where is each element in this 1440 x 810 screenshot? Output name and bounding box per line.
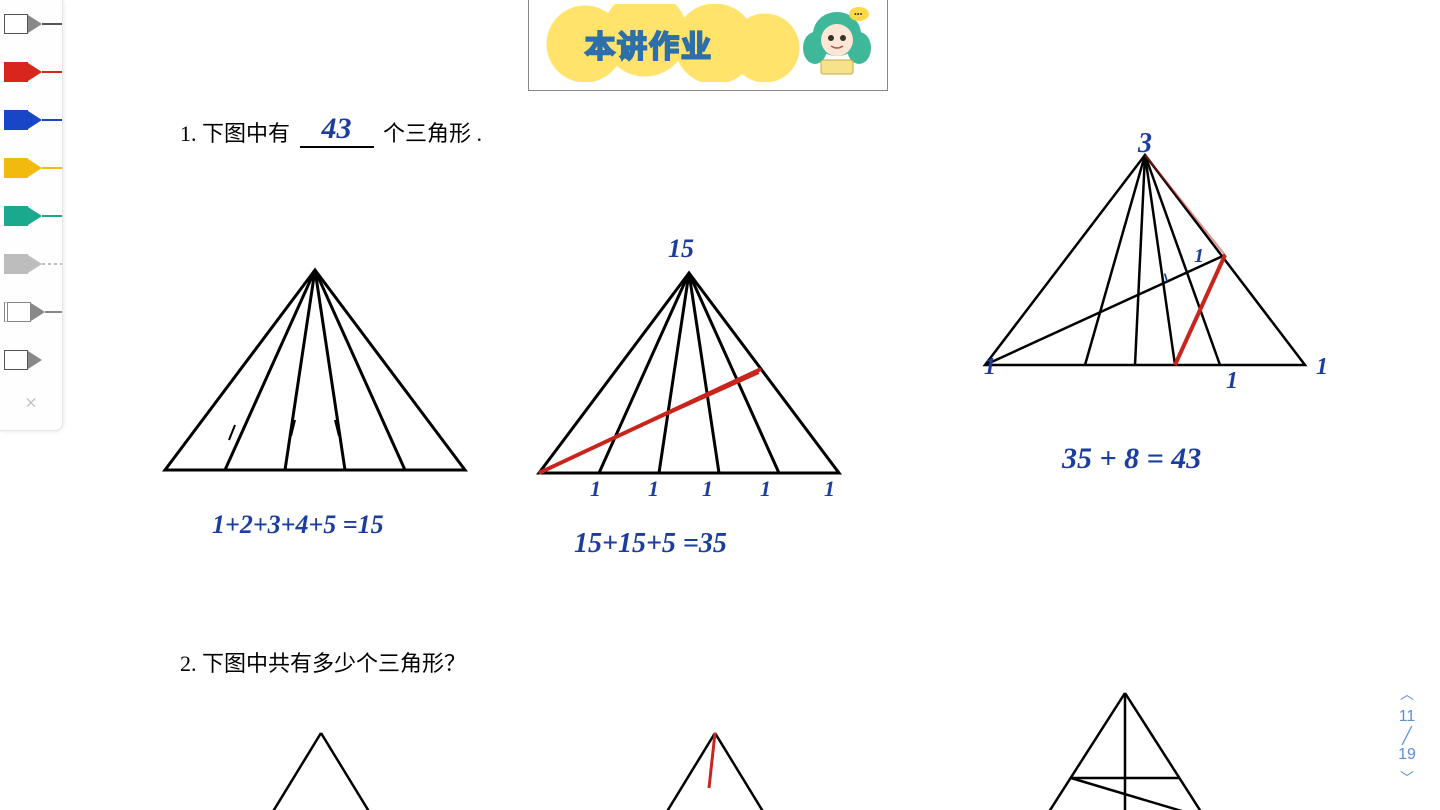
pen-toolbar: × — [0, 0, 63, 431]
pencil-red[interactable] — [0, 48, 62, 96]
page-navigator: ︿ 11 ╱ 19 ﹀ — [1396, 680, 1418, 792]
t2-calculation: 15+15+5 =35 — [574, 528, 727, 560]
t2-top-label: 15 — [668, 234, 694, 264]
page-sep: ╱ — [1396, 726, 1418, 746]
t2-mark-1: 1 — [590, 476, 601, 502]
pencil-outline[interactable] — [0, 336, 62, 384]
pencil-blue[interactable] — [0, 96, 62, 144]
homework-banner: 本讲作业 ••• — [528, 0, 888, 91]
pencil-white[interactable] — [0, 0, 62, 48]
triangle-1 — [160, 265, 470, 480]
pencil-menu[interactable] — [0, 288, 62, 336]
t3-left-label: 1 — [984, 354, 996, 381]
t3-mark-b: 1 — [1226, 368, 1238, 395]
toolbar-close-button[interactable]: × — [0, 384, 62, 416]
triangle-b3 — [1030, 688, 1220, 810]
triangle-3 — [980, 150, 1310, 375]
page-up-button[interactable]: ︿ — [1396, 680, 1418, 708]
t3-calculation: 35 + 8 = 43 — [1062, 442, 1201, 476]
triangle-b2 — [630, 728, 800, 810]
p1-suffix: 个三角形 . — [383, 121, 482, 146]
page-current: 11 — [1396, 708, 1418, 726]
pencil-gray-dash[interactable] — [0, 240, 62, 288]
p1-answer: 43 — [322, 112, 352, 145]
t2-mark-2: 1 — [648, 476, 659, 502]
triangle-b1 — [236, 728, 406, 810]
problem-1-text: 1. 下图中有 43 个三角形 . — [180, 112, 482, 148]
problem-2-text: 2. 下图中共有多少个三角形？ — [180, 646, 466, 678]
triangle-2 — [534, 268, 844, 483]
pencil-yellow[interactable] — [0, 144, 62, 192]
t2-mark-5: 1 — [824, 476, 835, 502]
t2-mark-4: 1 — [760, 476, 771, 502]
t1-calculation: 1+2+3+4+5 =15 — [212, 510, 384, 540]
page-down-button[interactable]: ﹀ — [1396, 764, 1418, 792]
t3-right-label: 1 — [1316, 354, 1328, 381]
svg-text:•••: ••• — [854, 10, 863, 19]
p1-prefix: 1. 下图中有 — [180, 121, 290, 146]
pencil-teal[interactable] — [0, 192, 62, 240]
page-total: 19 — [1396, 746, 1418, 764]
t3-mark-a: 1 — [1194, 245, 1204, 268]
cartoon-character: ••• — [797, 4, 877, 84]
t2-mark-3: 1 — [702, 476, 713, 502]
banner-title: 本讲作业 — [585, 22, 713, 66]
